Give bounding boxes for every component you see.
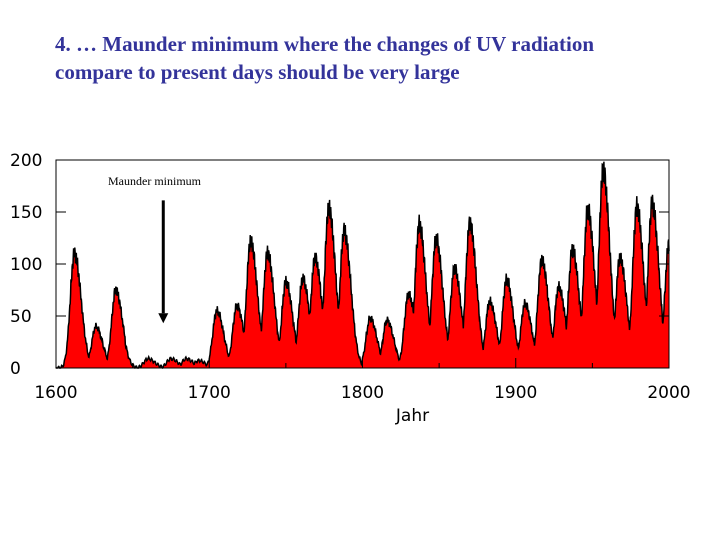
x-axis-title: Jahr (395, 406, 429, 426)
slide-title-line-1: 4. … Maunder minimum where the changes o… (55, 32, 595, 56)
annotation-arrow-head (158, 313, 169, 324)
x-tick-label: 1900 (494, 383, 537, 403)
y-axis: 0 50 100 150 200 (10, 151, 669, 379)
x-axis: 1600 1700 1800 1900 2000 (34, 358, 691, 403)
slide-title: 4. … Maunder minimum where the changes o… (55, 30, 705, 86)
x-tick-label: 1600 (34, 383, 77, 403)
y-tick-label: 50 (10, 307, 32, 327)
maunder-annotation: Maunder minimum (108, 174, 202, 324)
sunspot-area (56, 161, 669, 368)
y-tick-label: 100 (10, 255, 42, 275)
y-tick-label: 200 (10, 151, 42, 171)
y-tick-label: 150 (10, 203, 42, 223)
sunspot-line (55, 161, 670, 369)
x-tick-label: 1800 (341, 383, 384, 403)
x-tick-label: 1700 (188, 383, 231, 403)
y-tick-label: 0 (10, 359, 21, 379)
slide-title-line-2: compare to present days should be very l… (55, 60, 460, 84)
x-tick-label: 2000 (647, 383, 690, 403)
annotation-label: Maunder minimum (108, 174, 202, 188)
